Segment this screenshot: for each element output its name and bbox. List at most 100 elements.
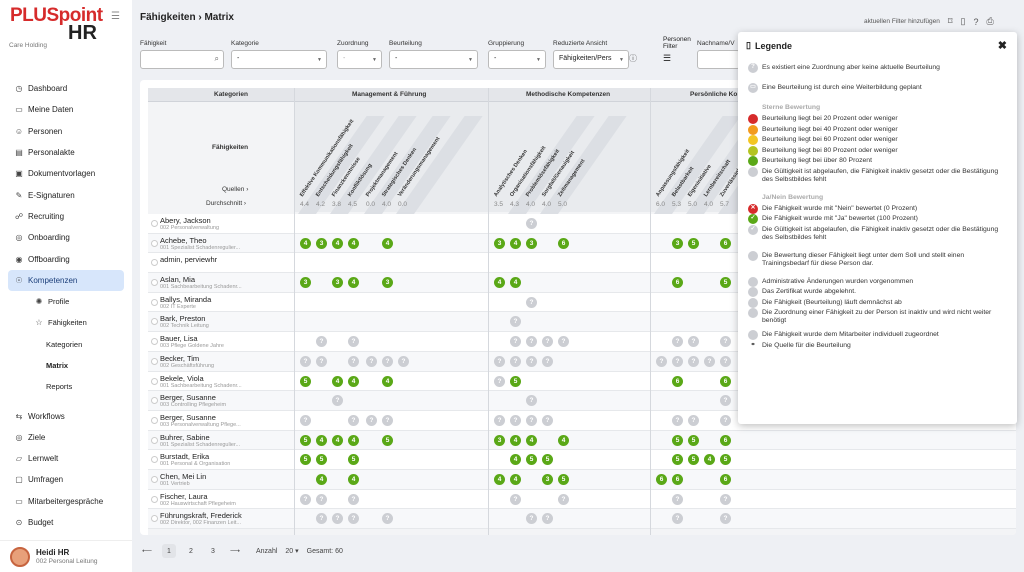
skill-rating-badge[interactable]: 4	[494, 277, 505, 289]
skill-rating-badge[interactable]: 4	[348, 277, 359, 289]
skill-rating-badge[interactable]: 3	[494, 237, 505, 249]
row-select-checkbox[interactable]	[151, 259, 158, 267]
skill-rating-badge[interactable]: 3	[526, 237, 537, 249]
sidebar-item-personalakte[interactable]: ▤ Personalakte	[8, 142, 124, 163]
row-select-checkbox[interactable]	[151, 318, 158, 326]
person-name[interactable]: Chen, Mei Lin	[160, 471, 207, 481]
add-filter-link[interactable]: aktuellen Filter hinzufügen	[864, 18, 940, 25]
print-icon[interactable]: ⎙	[986, 16, 994, 26]
sidebar-item-ziele[interactable]: ◎ Ziele	[8, 427, 124, 448]
skill-rating-badge[interactable]: 6	[720, 237, 731, 249]
unrated-skill-badge[interactable]: ?	[672, 513, 683, 525]
close-icon[interactable]: ✖	[997, 40, 1007, 52]
sidebar-item-fähigkeiten[interactable]: ☆ Fähigkeiten	[8, 312, 124, 333]
skill-rating-badge[interactable]: 5	[720, 277, 731, 289]
unrated-skill-badge[interactable]: ?	[558, 336, 569, 348]
skill-rating-badge[interactable]: 5	[688, 237, 699, 249]
page-1-button[interactable]: 1	[162, 544, 176, 558]
unrated-skill-badge[interactable]: ?	[542, 355, 553, 367]
unrated-skill-badge[interactable]: ?	[688, 414, 699, 426]
unrated-skill-badge[interactable]: ?	[300, 493, 311, 505]
next-page-button[interactable]: ⟶	[229, 548, 241, 555]
reduzierte-ansicht-select[interactable]: Fähigkeiten/Pers ▼	[553, 50, 629, 69]
skill-rating-badge[interactable]: 6	[672, 277, 683, 289]
sidebar-item-onboarding[interactable]: ◎ Onboarding	[8, 227, 124, 248]
unrated-skill-badge[interactable]: ?	[526, 218, 537, 229]
unrated-skill-badge[interactable]: ?	[688, 336, 699, 348]
skill-rating-badge[interactable]: 4	[510, 434, 521, 446]
person-name[interactable]: Bark, Preston	[160, 314, 206, 324]
skill-rating-badge[interactable]: 4	[510, 454, 521, 466]
skill-rating-badge[interactable]: 4	[494, 473, 505, 485]
skill-rating-badge[interactable]: 4	[526, 434, 537, 446]
skill-rating-badge[interactable]: 4	[382, 237, 393, 249]
sidebar-item-recruiting[interactable]: ☍ Recruiting	[8, 206, 124, 227]
skill-rating-badge[interactable]: 5	[316, 454, 327, 466]
skill-rating-badge[interactable]: 5	[558, 473, 569, 485]
skill-rating-badge[interactable]: 4	[300, 237, 311, 249]
skill-rating-badge[interactable]: 4	[704, 454, 715, 466]
unrated-skill-badge[interactable]: ?	[542, 513, 553, 525]
skill-rating-badge[interactable]: 5	[688, 454, 699, 466]
row-select-checkbox[interactable]	[151, 298, 158, 306]
unrated-skill-badge[interactable]: ?	[672, 355, 683, 367]
unrated-skill-badge[interactable]: ?	[672, 414, 683, 426]
table-row[interactable]: Fischer, Laura 002 Hauswirtschaft Pflegeh…	[148, 489, 1016, 510]
row-select-checkbox[interactable]	[151, 239, 158, 247]
skill-rating-badge[interactable]: 4	[382, 375, 393, 387]
skill-rating-badge[interactable]: 5	[300, 434, 311, 446]
table-row[interactable]: Führungskraft, Frederick 002 Direktor, 00…	[148, 509, 1016, 529]
unrated-skill-badge[interactable]: ?	[494, 414, 505, 426]
skill-rating-badge[interactable]: 5	[672, 434, 683, 446]
sidebar-item-matrix[interactable]: Matrix	[8, 355, 124, 376]
unrated-skill-badge[interactable]: ?	[382, 355, 393, 367]
avatar[interactable]	[10, 546, 30, 567]
sidebar-item-umfragen[interactable]: ▢ Umfragen	[8, 469, 124, 490]
unrated-skill-badge[interactable]: ?	[526, 395, 537, 407]
faehigkeit-search-input[interactable]: ⌕	[140, 50, 224, 69]
skill-rating-badge[interactable]: 5	[526, 454, 537, 466]
skill-rating-badge[interactable]: 4	[332, 375, 343, 387]
skill-rating-badge[interactable]: 5	[672, 454, 683, 466]
skill-rating-badge[interactable]: 3	[300, 277, 311, 289]
unrated-skill-badge[interactable]: ?	[656, 355, 667, 367]
skill-rating-badge[interactable]: 4	[348, 434, 359, 446]
unrated-skill-badge[interactable]: ?	[672, 336, 683, 348]
row-select-checkbox[interactable]	[151, 220, 158, 227]
table-row[interactable]: Chen, Mei Lin 001 Vertrieb 4 4 4 4 3 5 6 6 6	[148, 469, 1016, 490]
person-name[interactable]: Fischer, Laura	[160, 491, 208, 501]
person-name[interactable]: Berger, Susanne	[160, 393, 216, 403]
person-name[interactable]: Aslan, Mia	[160, 275, 196, 285]
unrated-skill-badge[interactable]: ?	[316, 513, 327, 525]
unrated-skill-badge[interactable]: ?	[704, 355, 715, 367]
skill-rating-badge[interactable]: 5	[348, 454, 359, 466]
sidebar-item-kompetenzen[interactable]: ☉ Kompetenzen	[8, 269, 124, 291]
person-name[interactable]: Ballys, Miranda	[160, 294, 212, 304]
sidebar-item-kategorien[interactable]: Kategorien	[8, 334, 124, 355]
skill-rating-badge[interactable]: 4	[348, 237, 359, 249]
skill-rating-badge[interactable]: 4	[510, 473, 521, 485]
prev-page-button[interactable]: ⟵	[141, 548, 153, 555]
user-profile[interactable]: Heidi HR 002 Personal Leitung	[0, 540, 132, 572]
skill-rating-badge[interactable]: 3	[332, 277, 343, 289]
unrated-skill-badge[interactable]: ?	[510, 414, 521, 426]
skill-rating-badge[interactable]: 5	[300, 454, 311, 466]
unrated-skill-badge[interactable]: ?	[348, 493, 359, 505]
sidebar-item-workflows[interactable]: ⇆ Workflows	[8, 405, 124, 426]
unrated-skill-badge[interactable]: ?	[332, 395, 343, 407]
skill-rating-badge[interactable]: 3	[672, 237, 683, 249]
unrated-skill-badge[interactable]: ?	[348, 355, 359, 367]
page-2-button[interactable]: 2	[189, 547, 193, 555]
unrated-skill-badge[interactable]: ?	[494, 375, 505, 387]
person-name[interactable]: Burstadt, Erika	[160, 452, 210, 462]
unrated-skill-badge[interactable]: ?	[558, 493, 569, 505]
row-select-checkbox[interactable]	[151, 377, 158, 385]
row-select-checkbox[interactable]	[151, 357, 158, 365]
unrated-skill-badge[interactable]: ?	[542, 336, 553, 348]
skill-rating-badge[interactable]: 4	[510, 277, 521, 289]
unrated-skill-badge[interactable]: ?	[720, 513, 731, 525]
sidebar-item-meine-daten[interactable]: ▭ Meine Daten	[8, 99, 124, 120]
skill-rating-badge[interactable]: 5	[688, 434, 699, 446]
unrated-skill-badge[interactable]: ?	[510, 493, 521, 505]
unrated-skill-badge[interactable]: ?	[526, 513, 537, 525]
